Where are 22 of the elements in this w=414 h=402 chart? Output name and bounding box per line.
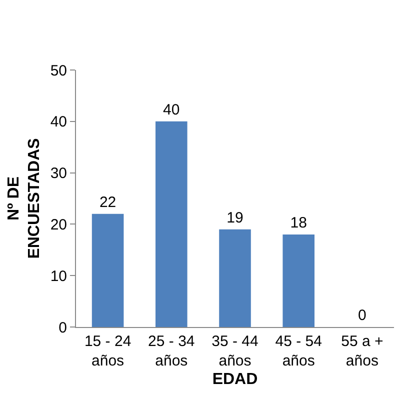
y-tick-label: 20 [50, 216, 67, 234]
x-tick-label: 45 - 54 años [275, 333, 322, 370]
data-label: 18 [290, 214, 307, 232]
x-tick-label: 25 - 34 años [148, 333, 195, 370]
x-tick-label: 15 - 24 años [84, 333, 132, 370]
y-tick-label: 50 [50, 62, 67, 80]
bar [156, 121, 188, 327]
data-label: 40 [163, 101, 180, 118]
bar [92, 214, 124, 327]
bar [282, 234, 314, 327]
data-label: 0 [358, 307, 366, 324]
y-tick-label: 10 [50, 268, 67, 285]
bar [219, 229, 251, 327]
y-tick-label: 40 [50, 114, 67, 131]
x-tick-label: 55 a + años [341, 333, 384, 370]
y-axis-title: Nº DE ENCUESTADAS [5, 138, 44, 259]
x-axis-title: EDAD [212, 371, 258, 388]
data-label: 19 [226, 209, 244, 226]
data-label: 22 [99, 194, 116, 211]
y-tick-label: 0 [58, 319, 67, 336]
x-tick-label: 35 - 44 años [212, 333, 258, 370]
y-tick-label: 30 [50, 165, 67, 182]
